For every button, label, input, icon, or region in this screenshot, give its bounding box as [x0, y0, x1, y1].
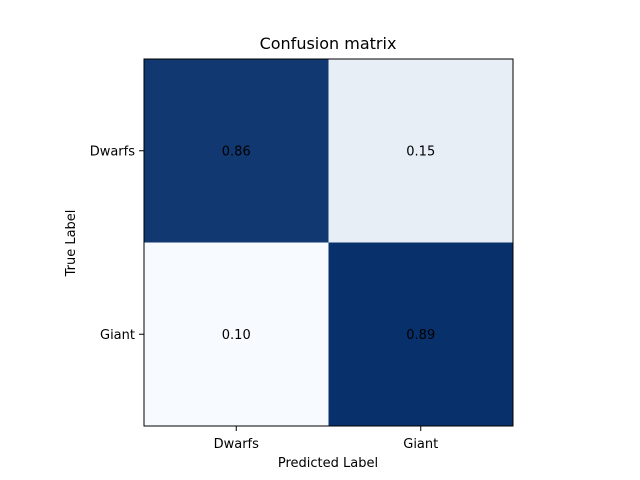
cell-value-label-r0-c0: 0.86 [222, 144, 251, 159]
x-tick-label-0: Dwarfs [214, 437, 260, 452]
cells-layer: 0.86 0.15 0.10 0.89 [144, 59, 513, 426]
cell-value-label-r1-c1: 0.89 [406, 328, 435, 343]
x-ticks: Dwarfs Giant [214, 426, 438, 452]
heatmap-cell-r1-c0 [144, 242, 329, 426]
y-axis-label: True Label [64, 210, 79, 278]
heatmap-cell-r0-c0 [144, 59, 329, 243]
heatmap-cell-r0-c1 [328, 59, 513, 243]
y-tick-label-0: Dwarfs [90, 144, 136, 159]
cell-value-label-r1-c0: 0.10 [222, 328, 251, 343]
x-tick-label-1: Giant [403, 437, 438, 452]
chart-title: Confusion matrix [260, 34, 397, 53]
heatmap-cell-r1-c1 [328, 242, 513, 426]
cell-value-label-r0-c1: 0.15 [406, 144, 435, 159]
x-axis-label: Predicted Label [278, 456, 378, 471]
y-tick-label-1: Giant [100, 328, 135, 343]
plot-frame [143, 58, 514, 427]
y-ticks: Dwarfs Giant [90, 144, 144, 343]
